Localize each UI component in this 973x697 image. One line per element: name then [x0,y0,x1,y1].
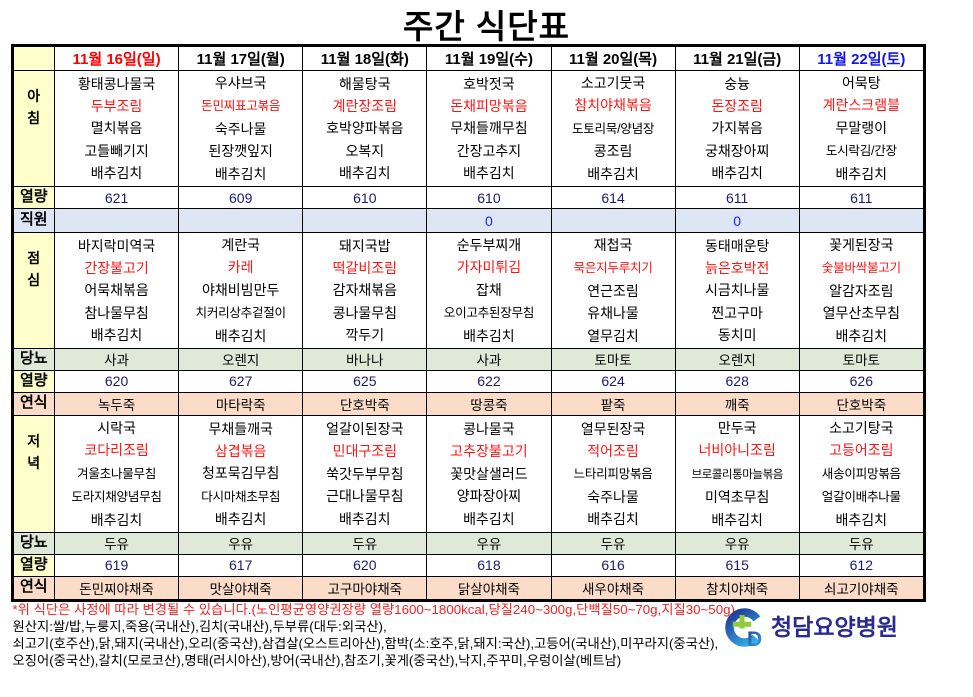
svg-text:청담요양병원: 청담요양병원 [771,614,898,640]
svg-text:D: D [747,628,762,651]
